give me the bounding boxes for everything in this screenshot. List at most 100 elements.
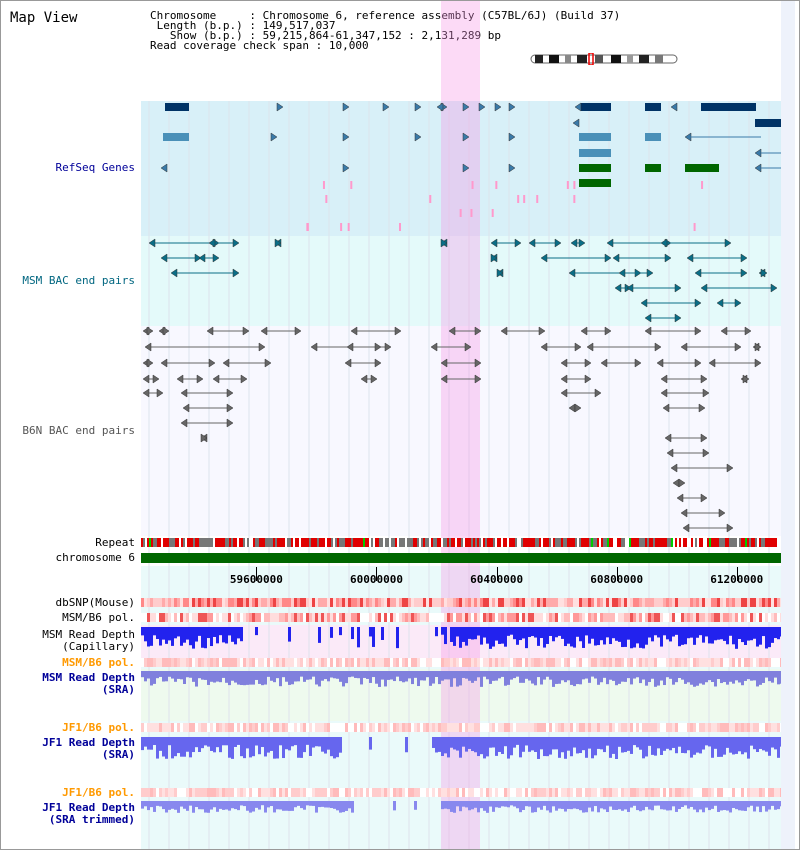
jf1-b6-pol-heat-cell[interactable]	[657, 723, 660, 732]
jf1-depth-trim-bar[interactable]	[534, 801, 537, 813]
jf1-b6-pol-trim-heat-cell[interactable]	[498, 788, 501, 797]
msm-depth-sra-bar[interactable]	[669, 671, 672, 679]
msm-b6-pol-heat-cell[interactable]	[195, 613, 198, 622]
repeat-mark[interactable]	[413, 538, 415, 547]
repeat-mark[interactable]	[385, 538, 387, 547]
msm-b6-pol-heat-cell[interactable]	[624, 613, 627, 622]
jf1-b6-pol-heat-cell[interactable]	[321, 723, 324, 732]
b6n-bac-pair-end-left[interactable]	[440, 374, 448, 384]
jf1-b6-pol-trim-heat-cell[interactable]	[657, 788, 660, 797]
jf1-depth-sra-bar[interactable]	[705, 737, 708, 746]
b6n-bac-pair-end-right[interactable]	[200, 433, 208, 443]
msm-depth-capillary-bar[interactable]	[576, 627, 579, 637]
refseq-pink-mark[interactable]	[322, 181, 325, 189]
dbsnp-heat-cell[interactable]	[612, 598, 615, 607]
b6n-bac-pair-end-left[interactable]	[670, 463, 678, 473]
msm-b6-pol-heat-cell[interactable]	[333, 613, 336, 622]
repeat-mark[interactable]	[759, 538, 761, 547]
msm-b6-pol-sra-heat-cell[interactable]	[747, 658, 750, 667]
jf1-b6-pol-heat-cell[interactable]	[747, 723, 750, 732]
msm-depth-sra-bar[interactable]	[210, 671, 213, 682]
b6n-bac-pair-end-right[interactable]	[744, 326, 752, 336]
msm-depth-sra-bar[interactable]	[336, 671, 339, 679]
jf1-b6-pol-trim-heat-cell[interactable]	[162, 788, 165, 797]
b6n-bac-pair-end-right[interactable]	[574, 403, 582, 413]
msm-b6-pol-heat-cell[interactable]	[315, 613, 318, 622]
refseq-gene-arrow[interactable]	[342, 132, 350, 142]
dbsnp-heat-cell[interactable]	[162, 598, 165, 607]
right-scroll-gutter[interactable]	[781, 1, 795, 849]
msm-b6-pol-heat-cell[interactable]	[159, 613, 162, 622]
msm-depth-capillary-bar[interactable]	[234, 627, 237, 645]
msm-depth-capillary-bar[interactable]	[513, 627, 516, 640]
msm-b6-pol-sra-heat-cell[interactable]	[663, 658, 666, 667]
jf1-b6-pol-trim-heat-cell[interactable]	[606, 788, 609, 797]
msm-b6-pol-heat-cell[interactable]	[753, 613, 756, 622]
dbsnp-heat-cell[interactable]	[237, 598, 240, 607]
jf1-b6-pol-trim-heat-cell[interactable]	[492, 788, 495, 797]
jf1-b6-pol-trim-heat-cell[interactable]	[717, 788, 720, 797]
jf1-b6-pol-heat-cell[interactable]	[615, 723, 618, 732]
repeat-mark[interactable]	[689, 538, 691, 547]
jf1-depth-sra-bar[interactable]	[150, 737, 153, 750]
msm-b6-pol-heat-cell[interactable]	[213, 613, 216, 622]
refseq-gene-arrow[interactable]	[462, 132, 470, 142]
msm-b6-pol-heat-cell[interactable]	[150, 613, 153, 622]
dbsnp-heat-cell[interactable]	[558, 598, 561, 607]
repeat-mark[interactable]	[381, 538, 383, 547]
jf1-b6-pol-heat-cell[interactable]	[603, 723, 606, 732]
jf1-depth-trim-bar[interactable]	[462, 801, 465, 807]
repeat-mark[interactable]	[431, 538, 433, 547]
jf1-b6-pol-heat-cell[interactable]	[540, 723, 543, 732]
jf1-b6-pol-heat-cell[interactable]	[777, 723, 780, 732]
msm-b6-pol-heat-cell[interactable]	[675, 613, 678, 622]
msm-depth-sra-bar[interactable]	[177, 671, 180, 679]
msm-b6-pol-sra-heat-cell[interactable]	[753, 658, 756, 667]
dbsnp-heat-cell[interactable]	[183, 598, 186, 607]
jf1-depth-sra-bar[interactable]	[441, 737, 444, 757]
dbsnp-heat-cell[interactable]	[477, 598, 480, 607]
repeat-mark[interactable]	[583, 538, 585, 547]
msm-b6-pol-heat-cell[interactable]	[180, 613, 183, 622]
jf1-depth-sra-bar[interactable]	[513, 737, 516, 748]
jf1-depth-sra-bar[interactable]	[549, 737, 552, 755]
msm-b6-pol-heat-cell[interactable]	[255, 613, 258, 622]
msm-b6-pol-sra-heat-cell[interactable]	[312, 658, 315, 667]
repeat-mark[interactable]	[203, 538, 205, 547]
jf1-b6-pol-trim-heat-cell[interactable]	[381, 788, 384, 797]
jf1-depth-sra-bar[interactable]	[258, 737, 261, 755]
msm-depth-capillary-bar[interactable]	[549, 627, 552, 636]
jf1-depth-trim-bar[interactable]	[528, 801, 531, 807]
repeat-mark[interactable]	[751, 538, 753, 547]
msm-b6-pol-sra-heat-cell[interactable]	[606, 658, 609, 667]
msm-depth-capillary-bar[interactable]	[498, 627, 501, 644]
msm-depth-sra-bar[interactable]	[597, 671, 600, 685]
jf1-depth-trim-bar[interactable]	[609, 801, 612, 807]
repeat-mark[interactable]	[379, 538, 381, 547]
msm-b6-pol-sra-heat-cell[interactable]	[399, 658, 402, 667]
repeat-mark[interactable]	[351, 538, 353, 547]
msm-bac-pair-end-right[interactable]	[664, 253, 672, 263]
msm-depth-sra-bar[interactable]	[729, 671, 732, 682]
repeat-mark[interactable]	[713, 538, 715, 547]
jf1-b6-pol-heat-cell[interactable]	[372, 723, 375, 732]
msm-b6-pol-sra-heat-cell[interactable]	[435, 658, 438, 667]
msm-b6-pol-heat-cell[interactable]	[477, 613, 480, 622]
msm-depth-sra-bar[interactable]	[357, 671, 360, 679]
jf1-b6-pol-heat-cell[interactable]	[708, 723, 711, 732]
b6n-bac-pair-end-right[interactable]	[374, 358, 382, 368]
repeat-mark[interactable]	[769, 538, 771, 547]
refseq-gene-arrow[interactable]	[436, 102, 444, 112]
dbsnp-heat-cell[interactable]	[372, 598, 375, 607]
msm-b6-pol-sra-heat-cell[interactable]	[573, 658, 576, 667]
msm-b6-pol-sra-heat-cell[interactable]	[324, 658, 327, 667]
jf1-depth-trim-bar[interactable]	[474, 801, 477, 808]
msm-depth-sra-bar[interactable]	[651, 671, 654, 679]
repeat-mark[interactable]	[389, 538, 391, 547]
msm-b6-pol-sra-heat-cell[interactable]	[720, 658, 723, 667]
repeat-mark[interactable]	[405, 538, 407, 547]
msm-b6-pol-sra-heat-cell[interactable]	[396, 658, 399, 667]
jf1-b6-pol-heat-cell[interactable]	[312, 723, 315, 732]
repeat-mark[interactable]	[345, 538, 347, 547]
jf1-depth-trim-bar[interactable]	[597, 801, 600, 813]
